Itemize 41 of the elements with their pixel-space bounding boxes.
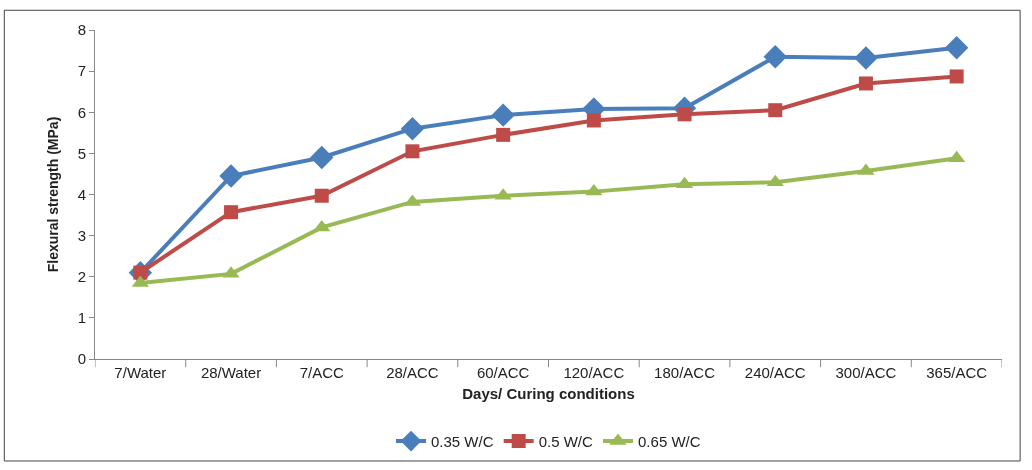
y-tick-label: 2: [77, 268, 86, 285]
y-tick-label: 6: [77, 103, 86, 121]
point: [944, 35, 969, 60]
point: [496, 127, 511, 142]
x-tick-label: 7/Water: [114, 364, 167, 381]
y-tick-label: 4: [77, 185, 86, 203]
y-tick-label: 5: [77, 144, 86, 162]
point: [405, 144, 420, 159]
x-axis-title: Days/ Curing conditions: [462, 385, 635, 402]
x-tick-label: 365/ACC: [926, 364, 988, 381]
point: [310, 145, 334, 170]
point: [854, 46, 878, 70]
y-axis-title: Flexural strength (MPa): [45, 116, 62, 273]
point: [677, 107, 692, 122]
x-tick-label: 28/Water: [200, 364, 262, 381]
point: [400, 117, 425, 141]
legend-label: 0.5 W/C: [538, 432, 594, 450]
point: [949, 69, 964, 84]
x-tick-label: 60/ACC: [476, 364, 530, 381]
legend-label: 0.65 W/C: [638, 432, 701, 450]
y-tick-label: 7: [77, 62, 86, 80]
x-tick-label: 180/ACC: [654, 364, 716, 381]
point: [491, 103, 515, 127]
y-tick-label: 3: [77, 226, 86, 244]
point: [314, 188, 329, 203]
x-tick-label: 120/ACC: [563, 364, 625, 381]
point: [313, 219, 331, 232]
x-tick-label: 28/ACC: [386, 364, 439, 381]
y-tick-label: 1: [77, 309, 86, 327]
y-tick-label: 8: [77, 21, 86, 39]
x-tick-label: 300/ACC: [835, 364, 897, 381]
point: [763, 45, 787, 69]
point: [219, 164, 243, 188]
y-tick-label: 0: [77, 350, 86, 368]
legend-label: 0.35 W/C: [431, 432, 494, 450]
point: [858, 76, 873, 91]
point: [224, 205, 239, 220]
x-tick-label: 7/ACC: [299, 364, 344, 381]
point: [768, 103, 783, 118]
x-tick-label: 240/ACC: [744, 364, 806, 381]
point: [586, 113, 601, 128]
